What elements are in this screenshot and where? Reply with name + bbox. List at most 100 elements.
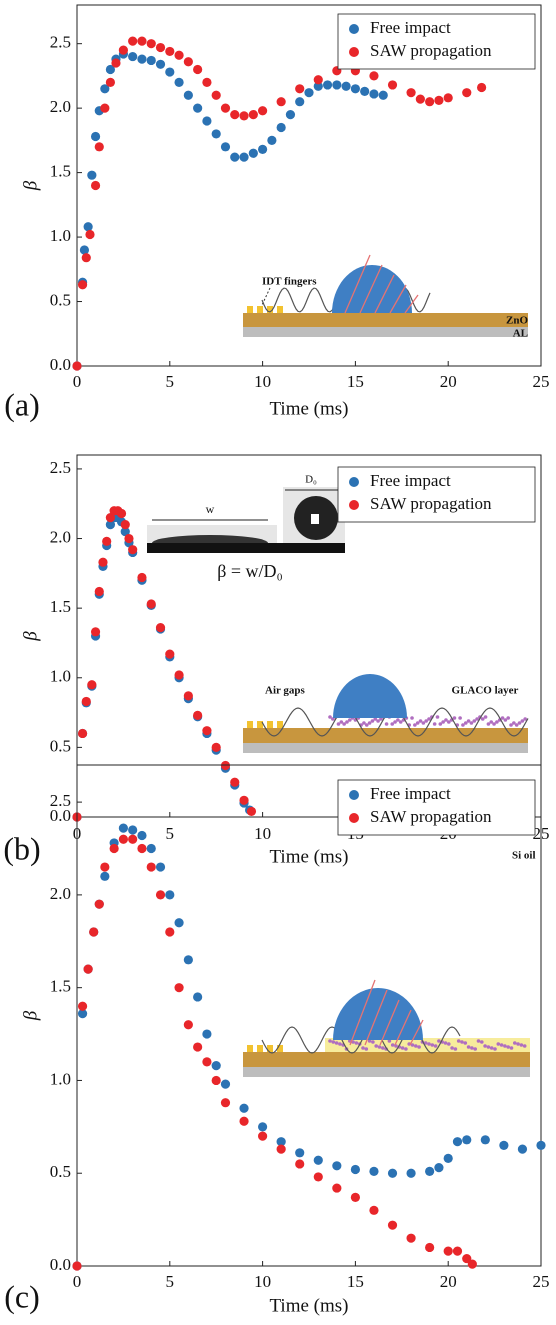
data-point [202, 116, 212, 126]
data-point [94, 899, 104, 909]
particle [379, 717, 383, 721]
data-point [387, 1220, 398, 1230]
saw-arrow [379, 999, 400, 1046]
data-point [369, 71, 379, 81]
data-point [406, 1168, 416, 1178]
data-point [295, 84, 305, 94]
particle [331, 1040, 336, 1044]
x-axis-label: Time (ms) [269, 1295, 348, 1316]
particle [437, 1039, 441, 1043]
particle [432, 722, 437, 726]
particle [364, 723, 369, 727]
data-point [165, 46, 175, 57]
data-point [341, 81, 351, 91]
particle [496, 1042, 501, 1046]
data-point [124, 533, 134, 544]
data-point [77, 1001, 88, 1011]
particle [373, 717, 378, 721]
particle [339, 720, 344, 724]
x-tick-label: 10 [254, 372, 271, 391]
photo-droplet [152, 535, 268, 543]
y-tick-label: 2.0 [50, 527, 71, 546]
al-layer [243, 1067, 530, 1077]
particle [398, 720, 403, 724]
data-point [165, 890, 175, 900]
data-point [83, 964, 93, 974]
wave [261, 1026, 461, 1054]
particle [345, 720, 349, 724]
particle [443, 1041, 448, 1045]
data-point [462, 1135, 472, 1145]
idt-finger [267, 306, 273, 313]
idt-finger [257, 721, 263, 728]
particle [492, 722, 496, 726]
data-point [369, 89, 379, 99]
data-point [211, 1061, 221, 1071]
particle [430, 1043, 435, 1047]
particle [423, 1041, 428, 1045]
saw-arrow [359, 264, 383, 314]
data-point [267, 135, 277, 145]
particle [512, 721, 516, 725]
data-point [239, 795, 249, 805]
particle [460, 1040, 464, 1044]
data-point [165, 927, 175, 937]
legend-marker [349, 813, 359, 823]
data-point [322, 80, 333, 90]
saw-arrow [394, 1009, 412, 1046]
particle [354, 1041, 359, 1045]
x-tick-label: 5 [166, 824, 175, 843]
data-point [462, 88, 472, 98]
data-point [183, 57, 193, 67]
particle [348, 718, 352, 722]
data-point [220, 1098, 231, 1108]
particle [476, 1039, 481, 1043]
particle [404, 1047, 408, 1051]
particle [470, 1046, 474, 1050]
data-point [193, 710, 203, 720]
data-point [239, 111, 249, 121]
data-point [202, 77, 212, 87]
particle [417, 1045, 421, 1049]
data-point [276, 1137, 286, 1147]
data-point [211, 90, 221, 100]
data-point [183, 955, 193, 965]
data-point [155, 42, 166, 53]
y-tick-label: 0.5 [50, 736, 71, 755]
y-tick-label: 1.5 [50, 597, 71, 616]
particle [371, 1040, 375, 1044]
data-point [105, 64, 116, 75]
data-point [100, 871, 110, 881]
data-point [425, 1242, 435, 1253]
data-point [258, 1122, 268, 1132]
data-point [128, 36, 138, 46]
particle [421, 721, 426, 725]
data-point [211, 742, 221, 752]
particle [509, 723, 513, 727]
idt-finger [277, 306, 283, 313]
data-point [174, 50, 184, 60]
data-point [499, 1140, 509, 1150]
data-point [477, 82, 487, 93]
particle [424, 719, 428, 723]
data-point [155, 862, 166, 872]
y-tick-label: 2.5 [50, 458, 71, 477]
data-point [105, 77, 116, 87]
particle [458, 716, 462, 720]
idt-finger [257, 1045, 263, 1052]
x-tick-label: 20 [440, 372, 457, 391]
data-point [137, 830, 147, 841]
saw-arrow [364, 989, 388, 1046]
data-point [258, 106, 268, 116]
data-point [118, 823, 128, 833]
legend-label: Free impact [370, 784, 451, 803]
saw-arrow [344, 254, 371, 314]
idt-finger [277, 721, 283, 728]
y-tick-label: 1.0 [50, 667, 71, 686]
legend-marker [349, 500, 359, 510]
particle [342, 722, 346, 726]
legend-box [337, 13, 536, 70]
particle [394, 1044, 398, 1048]
saw-arrow [404, 294, 419, 314]
data-point [239, 1116, 249, 1126]
